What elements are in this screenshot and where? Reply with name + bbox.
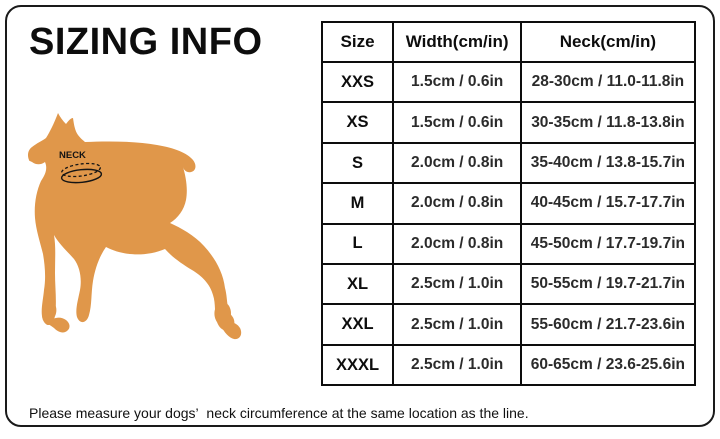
svg-text:NECK: NECK	[59, 150, 86, 161]
